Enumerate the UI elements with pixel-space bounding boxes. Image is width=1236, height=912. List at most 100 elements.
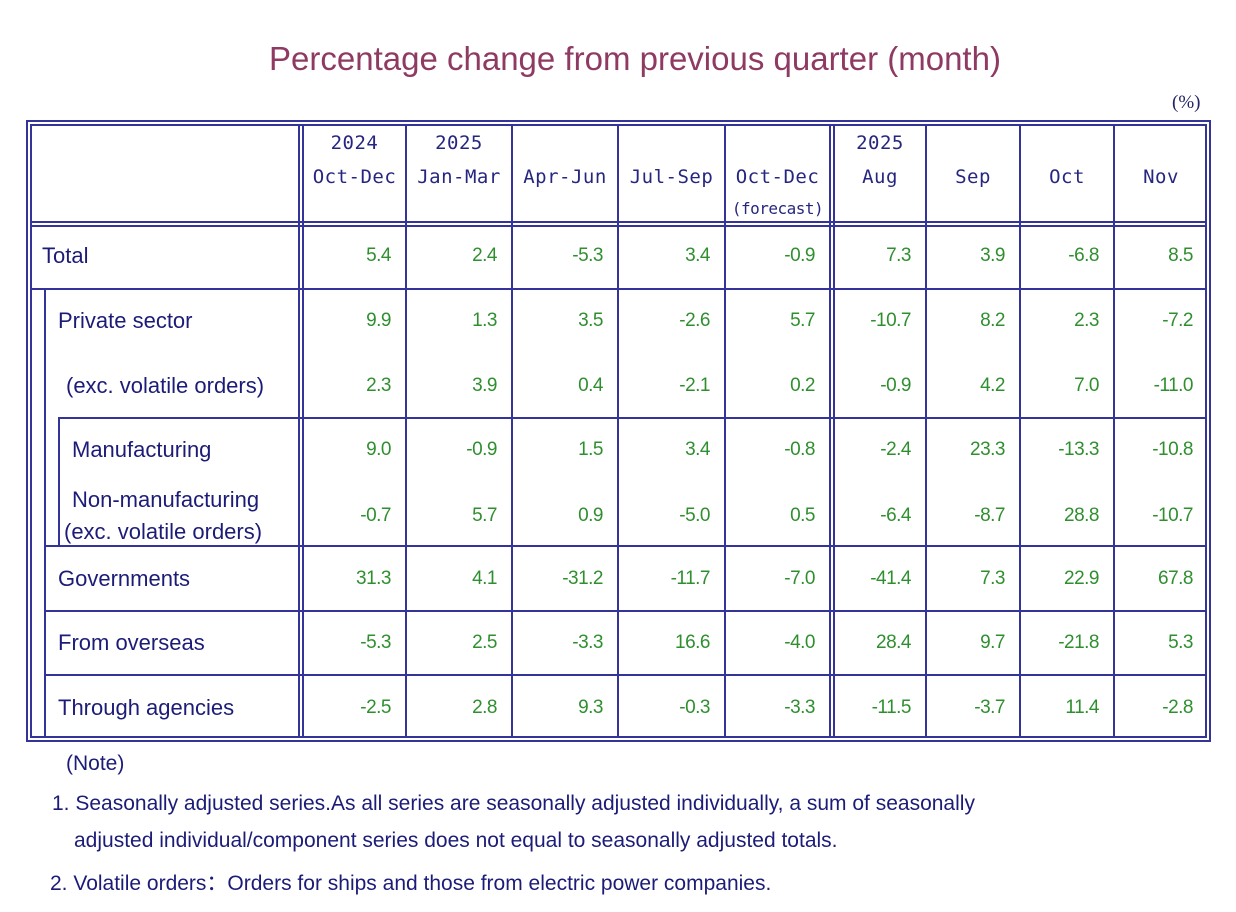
table-cell: -3.3 [784,697,815,718]
table-cell: -7.2 [1162,310,1193,331]
table-cell: 0.9 [578,505,603,526]
table-cell: -6.8 [1068,245,1099,266]
table-cell: -0.9 [784,245,815,266]
table-cell: -5.3 [572,245,603,266]
table-cell: 8.5 [1168,245,1193,266]
note-1-line-2: adjusted individual/component series doe… [74,829,838,852]
table-cell: -0.8 [784,439,815,460]
table-cell: 22.9 [1064,568,1099,589]
table-border [1205,124,1207,738]
row-label: Non-manufacturing [72,487,260,512]
table-border [829,124,831,738]
column-header-year: 2025 [856,132,904,154]
table-cell: -31.2 [562,568,603,589]
table-cell: -2.5 [360,697,391,718]
table-border [511,124,513,738]
table-cell: 28.8 [1064,505,1099,526]
row-label: From overseas [58,630,205,655]
table-cell: 0.2 [790,375,815,396]
column-header-period: Oct-Dec [735,166,820,188]
table-cell: 2.4 [472,245,497,266]
table-cell: -5.3 [360,632,391,653]
table-cell: 11.4 [1065,697,1099,718]
table-cell: 0.5 [790,505,815,526]
row-label: Private sector [58,308,193,333]
table-border [58,417,60,547]
table-cell: 5.7 [790,310,815,331]
table-cell: 9.3 [578,697,603,718]
table-cell: 23.3 [970,439,1005,460]
table-cell: 3.9 [472,375,497,396]
table-border [1019,124,1021,738]
table-cell: 4.2 [980,375,1005,396]
column-header-period: Sep [955,166,991,188]
page-title: Percentage change from previous quarter … [269,40,1001,77]
table-cell: 1.5 [578,439,603,460]
table-cell: 31.3 [356,568,391,589]
table-cell: -3.7 [974,697,1005,718]
table-cell: -2.8 [1162,697,1193,718]
table-cell: -10.7 [870,310,911,331]
table-cell: 7.3 [980,568,1005,589]
note-2: 2. Volatile orders：Orders for ships and … [50,872,772,895]
table-cell: 8.2 [980,310,1005,331]
table-cell: 28.4 [876,632,911,653]
table-cell: 3.9 [980,245,1005,266]
table-cell: -2.6 [679,310,710,331]
table-cell: -10.8 [1152,439,1193,460]
table-cell: 2.3 [1074,310,1099,331]
table-cell: 4.1 [472,568,497,589]
table-cell: -7.0 [784,568,815,589]
table-border [44,674,1207,676]
table-border [617,124,619,738]
table-cell: -13.3 [1058,439,1099,460]
table-cell: 9.7 [980,632,1005,653]
table-border [58,417,302,419]
column-header-period: Apr-Jun [523,166,607,188]
column-header-period: Oct-Dec [312,166,397,188]
table-cell: -10.7 [1152,505,1193,526]
table-border [44,545,1207,547]
table-cell: -4.0 [784,632,815,653]
table-border [405,124,407,738]
column-header-year: 2024 [330,132,379,154]
table-cell: -0.9 [880,375,911,396]
table-cell: 2.3 [366,375,391,396]
table-border [833,124,835,738]
table-cell: -11.0 [1153,375,1194,396]
table-cell: -0.9 [466,439,497,460]
table-cell: 5.3 [1168,632,1193,653]
table-border [44,288,46,738]
row-label: (exc. volatile orders) [66,373,265,398]
column-header-period: Aug [862,166,898,188]
table-cell: -0.7 [360,505,391,526]
row-label: Manufacturing [72,437,212,462]
column-header-note: (forecast) [731,199,824,218]
table-cell: -5.0 [679,505,710,526]
table-border [44,610,1207,612]
table-border [1209,120,1211,742]
table-cell: 7.3 [886,245,911,266]
table-cell: 67.8 [1158,568,1193,589]
table-cell: 7.0 [1074,375,1099,396]
table-cell: -2.4 [880,439,911,460]
table-border [302,417,1207,419]
table-border [30,288,1207,290]
column-header-year: 2025 [435,132,483,154]
table-cell: 3.4 [685,245,710,266]
row-label: Through agencies [58,695,235,720]
table-cell: 16.6 [675,632,710,653]
table-cell: -3.3 [572,632,603,653]
table-cell: 3.4 [685,439,710,460]
table-cell: 5.4 [366,245,391,266]
row-label-sub: (exc. volatile orders) [64,519,263,544]
column-header-period: Jan-Mar [417,166,501,188]
table-cell: -6.4 [880,505,911,526]
note-heading: (Note) [66,752,125,775]
table-border [30,124,32,738]
table-border [724,124,726,738]
column-header-period: Oct [1049,166,1085,188]
table-cell: -21.8 [1058,632,1099,653]
column-header-period: Jul-Sep [629,166,714,188]
